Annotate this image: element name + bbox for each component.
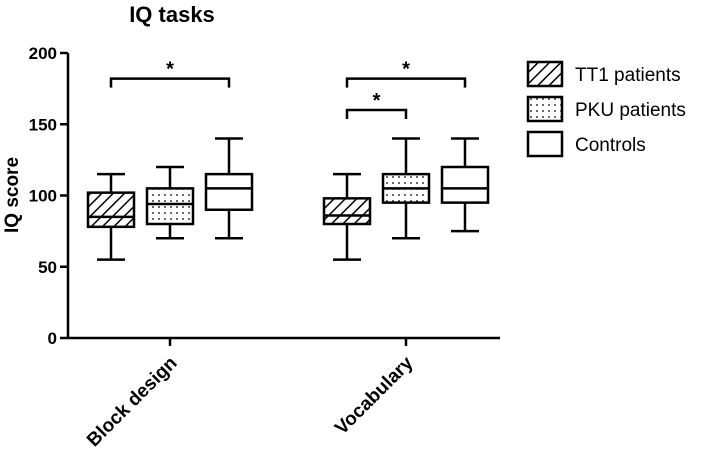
legend-swatch xyxy=(526,60,564,88)
iqr-box xyxy=(86,191,136,229)
box-0-1 xyxy=(322,172,372,261)
significance-bracket: * xyxy=(345,90,408,119)
bracket-line xyxy=(345,108,408,119)
y-tick-label: 100 xyxy=(29,187,57,206)
legend-item: TT1 patients xyxy=(526,60,681,88)
iqr-box xyxy=(145,187,195,226)
box-2-1 xyxy=(440,137,490,233)
y-tick-label: 50 xyxy=(38,258,57,277)
y-ticks: 0 50 100 150 200 xyxy=(29,44,68,348)
legend-swatch xyxy=(526,95,564,123)
significance-bracket: * xyxy=(345,59,467,88)
box-0-0 xyxy=(86,172,136,261)
box-2-0 xyxy=(204,137,254,240)
significance-star: * xyxy=(402,59,410,81)
box-1-0 xyxy=(145,165,195,240)
legend-item: PKU patients xyxy=(526,95,686,123)
significance-brackets: * * * xyxy=(109,59,467,119)
significance-star: * xyxy=(166,59,174,81)
iqr-box xyxy=(204,172,254,211)
chart-title: IQ tasks xyxy=(129,2,215,27)
legend-swatch xyxy=(526,130,564,158)
y-tick-label: 0 xyxy=(48,329,57,348)
legend-label: Controls xyxy=(575,135,646,156)
x-category-label: Vocabulary xyxy=(331,352,418,439)
x-category-label: Block design xyxy=(83,353,181,451)
legend-item: Controls xyxy=(526,130,646,158)
y-tick-label: 200 xyxy=(29,44,57,63)
significance-star: * xyxy=(373,90,381,112)
significance-bracket: * xyxy=(109,59,231,88)
legend: TT1 patients PKU patients Controls xyxy=(526,60,686,158)
box-series xyxy=(86,137,490,261)
iqr-box xyxy=(322,197,372,226)
iqr-box xyxy=(440,165,490,204)
legend-label: TT1 patients xyxy=(575,65,681,86)
y-tick-label: 150 xyxy=(29,115,57,134)
x-ticks: Block design Vocabulary xyxy=(83,338,418,451)
box-1-1 xyxy=(381,137,431,240)
bracket-line xyxy=(109,77,231,88)
legend-label: PKU patients xyxy=(575,100,686,121)
y-axis-label: IQ score xyxy=(2,157,23,233)
bracket-line xyxy=(345,77,467,88)
